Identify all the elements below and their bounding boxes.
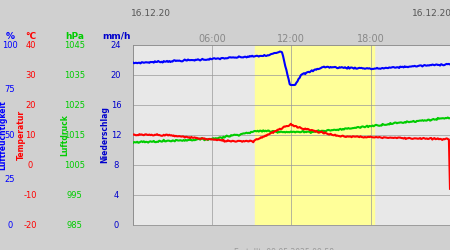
Text: 1025: 1025 bbox=[64, 100, 85, 110]
Text: 16: 16 bbox=[111, 100, 122, 110]
Text: 985: 985 bbox=[66, 220, 82, 230]
Text: hPa: hPa bbox=[65, 32, 84, 41]
Text: 0: 0 bbox=[7, 220, 13, 230]
Text: %: % bbox=[5, 32, 14, 41]
Text: -10: -10 bbox=[24, 190, 37, 200]
Text: 75: 75 bbox=[4, 86, 15, 94]
Text: 40: 40 bbox=[25, 40, 36, 50]
Text: Niederschlag: Niederschlag bbox=[100, 106, 109, 164]
Text: 30: 30 bbox=[25, 70, 36, 80]
Text: 100: 100 bbox=[2, 40, 18, 50]
Text: Temperatur: Temperatur bbox=[17, 110, 26, 160]
Text: 0: 0 bbox=[113, 220, 119, 230]
Text: 1005: 1005 bbox=[64, 160, 85, 170]
Text: -20: -20 bbox=[24, 220, 37, 230]
Text: °C: °C bbox=[25, 32, 36, 41]
Text: 20: 20 bbox=[111, 70, 122, 80]
Text: 10: 10 bbox=[25, 130, 36, 140]
Text: Erstellt: 09.05.2025 09:58: Erstellt: 09.05.2025 09:58 bbox=[234, 248, 334, 250]
Text: 16.12.20: 16.12.20 bbox=[412, 9, 450, 18]
Text: 16.12.20: 16.12.20 bbox=[131, 9, 171, 18]
Text: 25: 25 bbox=[4, 176, 15, 184]
Text: Luftfeuchtigkeit: Luftfeuchtigkeit bbox=[0, 100, 7, 170]
Text: 4: 4 bbox=[113, 190, 119, 200]
Text: 50: 50 bbox=[4, 130, 15, 140]
Bar bbox=[255, 45, 374, 225]
Text: Luftdruck: Luftdruck bbox=[61, 114, 70, 156]
Text: 0: 0 bbox=[28, 160, 33, 170]
Text: 20: 20 bbox=[25, 100, 36, 110]
Text: 1045: 1045 bbox=[64, 40, 85, 50]
Text: mm/h: mm/h bbox=[102, 32, 130, 41]
Text: 24: 24 bbox=[111, 40, 122, 50]
Text: 1015: 1015 bbox=[64, 130, 85, 140]
Text: 8: 8 bbox=[113, 160, 119, 170]
Text: 1035: 1035 bbox=[64, 70, 85, 80]
Text: 995: 995 bbox=[67, 190, 82, 200]
Text: 12: 12 bbox=[111, 130, 122, 140]
